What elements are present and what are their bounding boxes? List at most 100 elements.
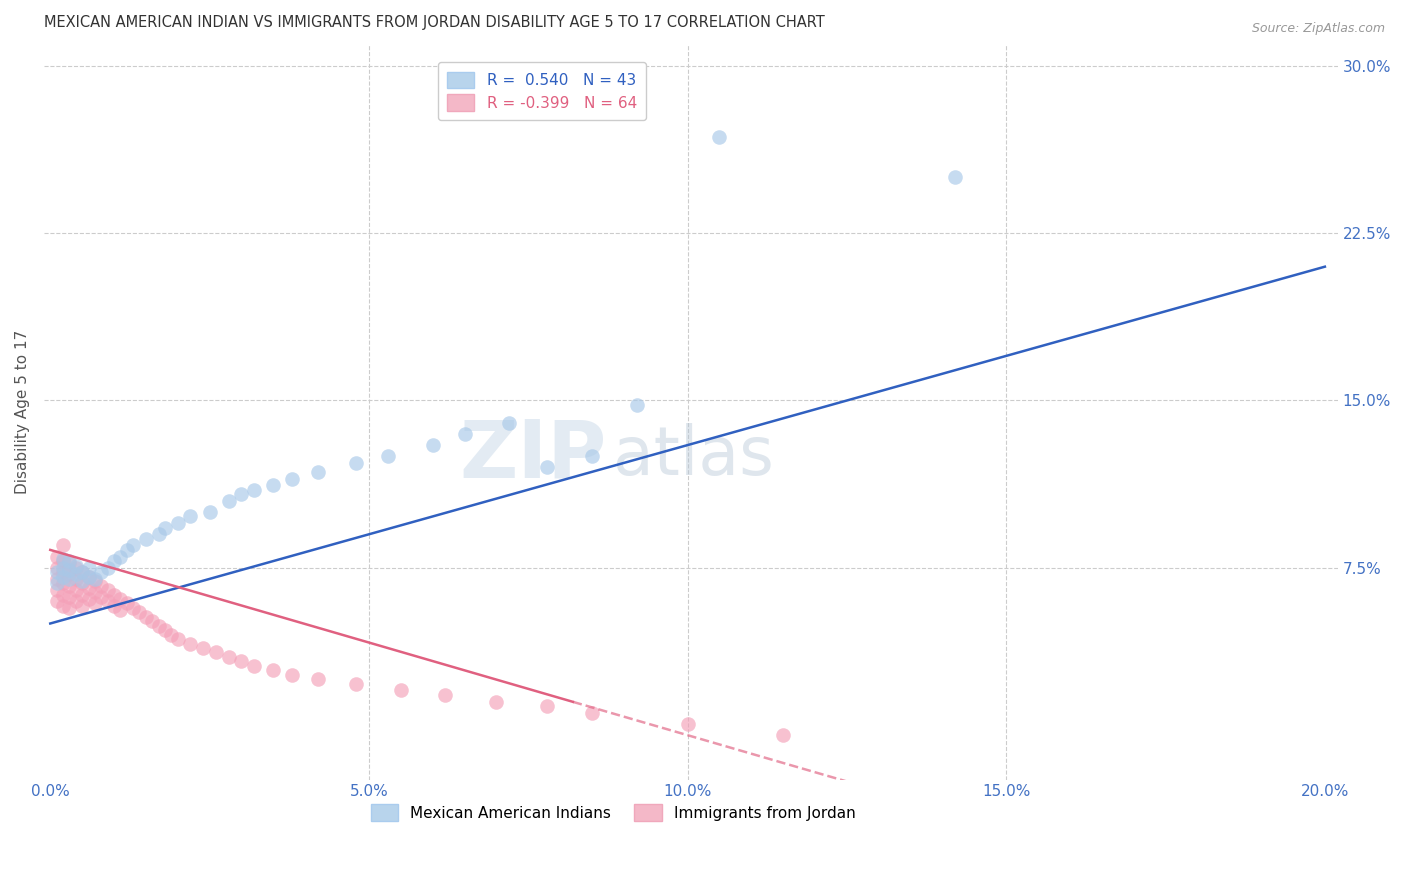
Point	[110, 591, 132, 606]
Point	[389, 683, 412, 698]
Point	[77, 569, 100, 583]
Point	[243, 658, 266, 673]
Point	[307, 672, 329, 686]
Point	[103, 554, 125, 568]
Point	[65, 558, 87, 573]
Point	[90, 590, 112, 604]
Point	[83, 574, 105, 588]
Point	[198, 505, 221, 519]
Point	[83, 596, 105, 610]
Point	[498, 416, 520, 430]
Point	[45, 594, 67, 608]
Point	[281, 667, 304, 681]
Point	[141, 614, 163, 628]
Point	[218, 493, 240, 508]
Text: atlas: atlas	[613, 423, 775, 489]
Point	[97, 594, 120, 608]
Point	[45, 549, 67, 564]
Point	[103, 599, 125, 613]
Point	[45, 572, 67, 586]
Point	[307, 465, 329, 479]
Point	[179, 636, 201, 650]
Point	[58, 554, 80, 568]
Point	[58, 578, 80, 592]
Legend: Mexican American Indians, Immigrants from Jordan: Mexican American Indians, Immigrants fro…	[364, 798, 862, 827]
Point	[70, 599, 93, 613]
Point	[581, 449, 603, 463]
Point	[205, 645, 228, 659]
Point	[58, 563, 80, 577]
Point	[231, 654, 253, 668]
Point	[344, 456, 367, 470]
Point	[90, 578, 112, 592]
Point	[97, 582, 120, 597]
Point	[58, 600, 80, 615]
Point	[153, 623, 176, 637]
Point	[115, 542, 138, 557]
Text: MEXICAN AMERICAN INDIAN VS IMMIGRANTS FROM JORDAN DISABILITY AGE 5 TO 17 CORRELA: MEXICAN AMERICAN INDIAN VS IMMIGRANTS FR…	[44, 15, 825, 30]
Point	[70, 565, 93, 579]
Point	[65, 594, 87, 608]
Point	[243, 483, 266, 497]
Point	[110, 603, 132, 617]
Point	[179, 509, 201, 524]
Point	[77, 581, 100, 595]
Point	[122, 538, 145, 552]
Point	[70, 565, 93, 579]
Point	[709, 130, 731, 145]
Point	[52, 569, 75, 583]
Point	[90, 565, 112, 579]
Point	[377, 449, 399, 463]
Point	[262, 478, 284, 492]
Point	[70, 574, 93, 588]
Point	[52, 587, 75, 601]
Point	[218, 649, 240, 664]
Point	[581, 706, 603, 720]
Point	[52, 599, 75, 613]
Text: ZIP: ZIP	[460, 417, 606, 495]
Point	[160, 627, 183, 641]
Point	[135, 609, 157, 624]
Point	[115, 596, 138, 610]
Point	[626, 398, 648, 412]
Point	[45, 582, 67, 597]
Point	[422, 438, 444, 452]
Point	[453, 426, 475, 441]
Y-axis label: Disability Age 5 to 17: Disability Age 5 to 17	[15, 329, 30, 494]
Point	[45, 576, 67, 591]
Point	[77, 560, 100, 574]
Point	[52, 576, 75, 591]
Point	[231, 487, 253, 501]
Point	[166, 516, 188, 530]
Point	[58, 556, 80, 570]
Point	[65, 572, 87, 586]
Point	[52, 538, 75, 552]
Point	[58, 572, 80, 586]
Point	[65, 582, 87, 597]
Point	[153, 520, 176, 534]
Point	[83, 572, 105, 586]
Point	[148, 618, 170, 632]
Point	[52, 560, 75, 574]
Point	[77, 591, 100, 606]
Point	[45, 560, 67, 574]
Text: Source: ZipAtlas.com: Source: ZipAtlas.com	[1251, 22, 1385, 36]
Point	[122, 600, 145, 615]
Point	[344, 676, 367, 690]
Point	[70, 576, 93, 591]
Point	[65, 567, 87, 582]
Point	[97, 560, 120, 574]
Point	[58, 567, 80, 582]
Point	[52, 554, 75, 568]
Point	[943, 170, 966, 185]
Point	[83, 585, 105, 599]
Point	[52, 551, 75, 566]
Point	[45, 565, 67, 579]
Point	[135, 532, 157, 546]
Point	[536, 698, 558, 713]
Point	[58, 590, 80, 604]
Point	[148, 527, 170, 541]
Point	[103, 587, 125, 601]
Point	[52, 565, 75, 579]
Point	[166, 632, 188, 646]
